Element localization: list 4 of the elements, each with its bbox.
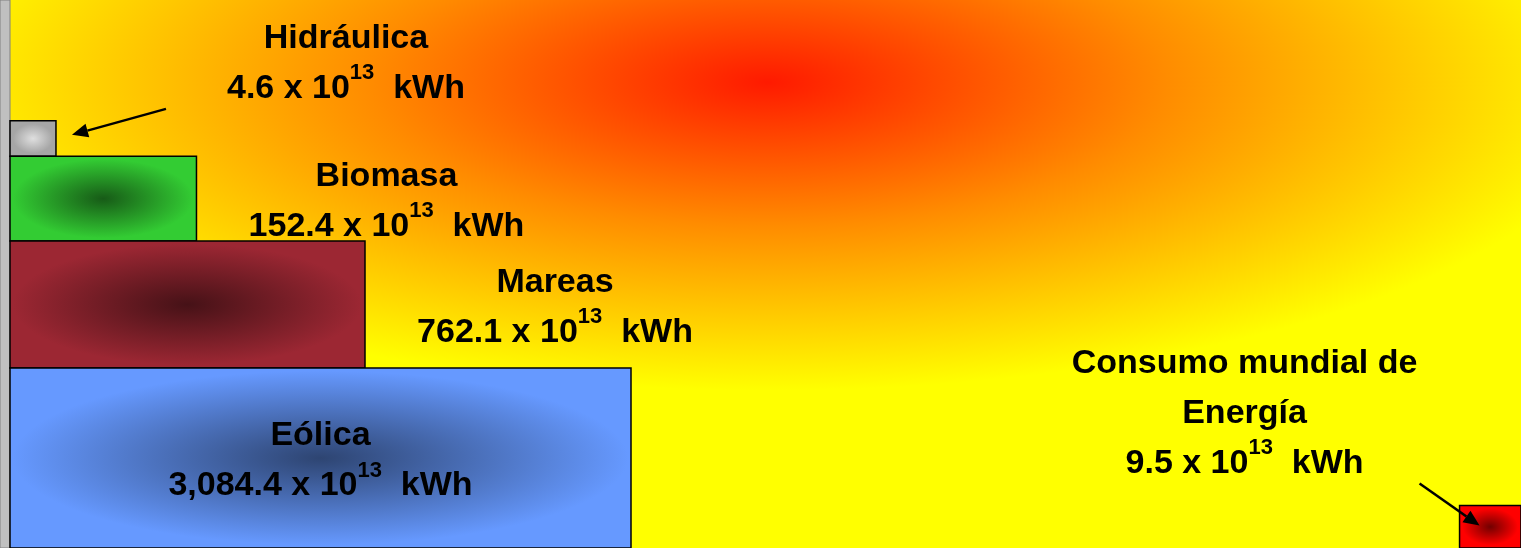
category-label: Hidráulica	[263, 16, 430, 55]
category-label: Eólica	[270, 414, 372, 452]
category-label: Biomasa	[315, 154, 459, 193]
category-label: Mareas	[496, 260, 614, 299]
